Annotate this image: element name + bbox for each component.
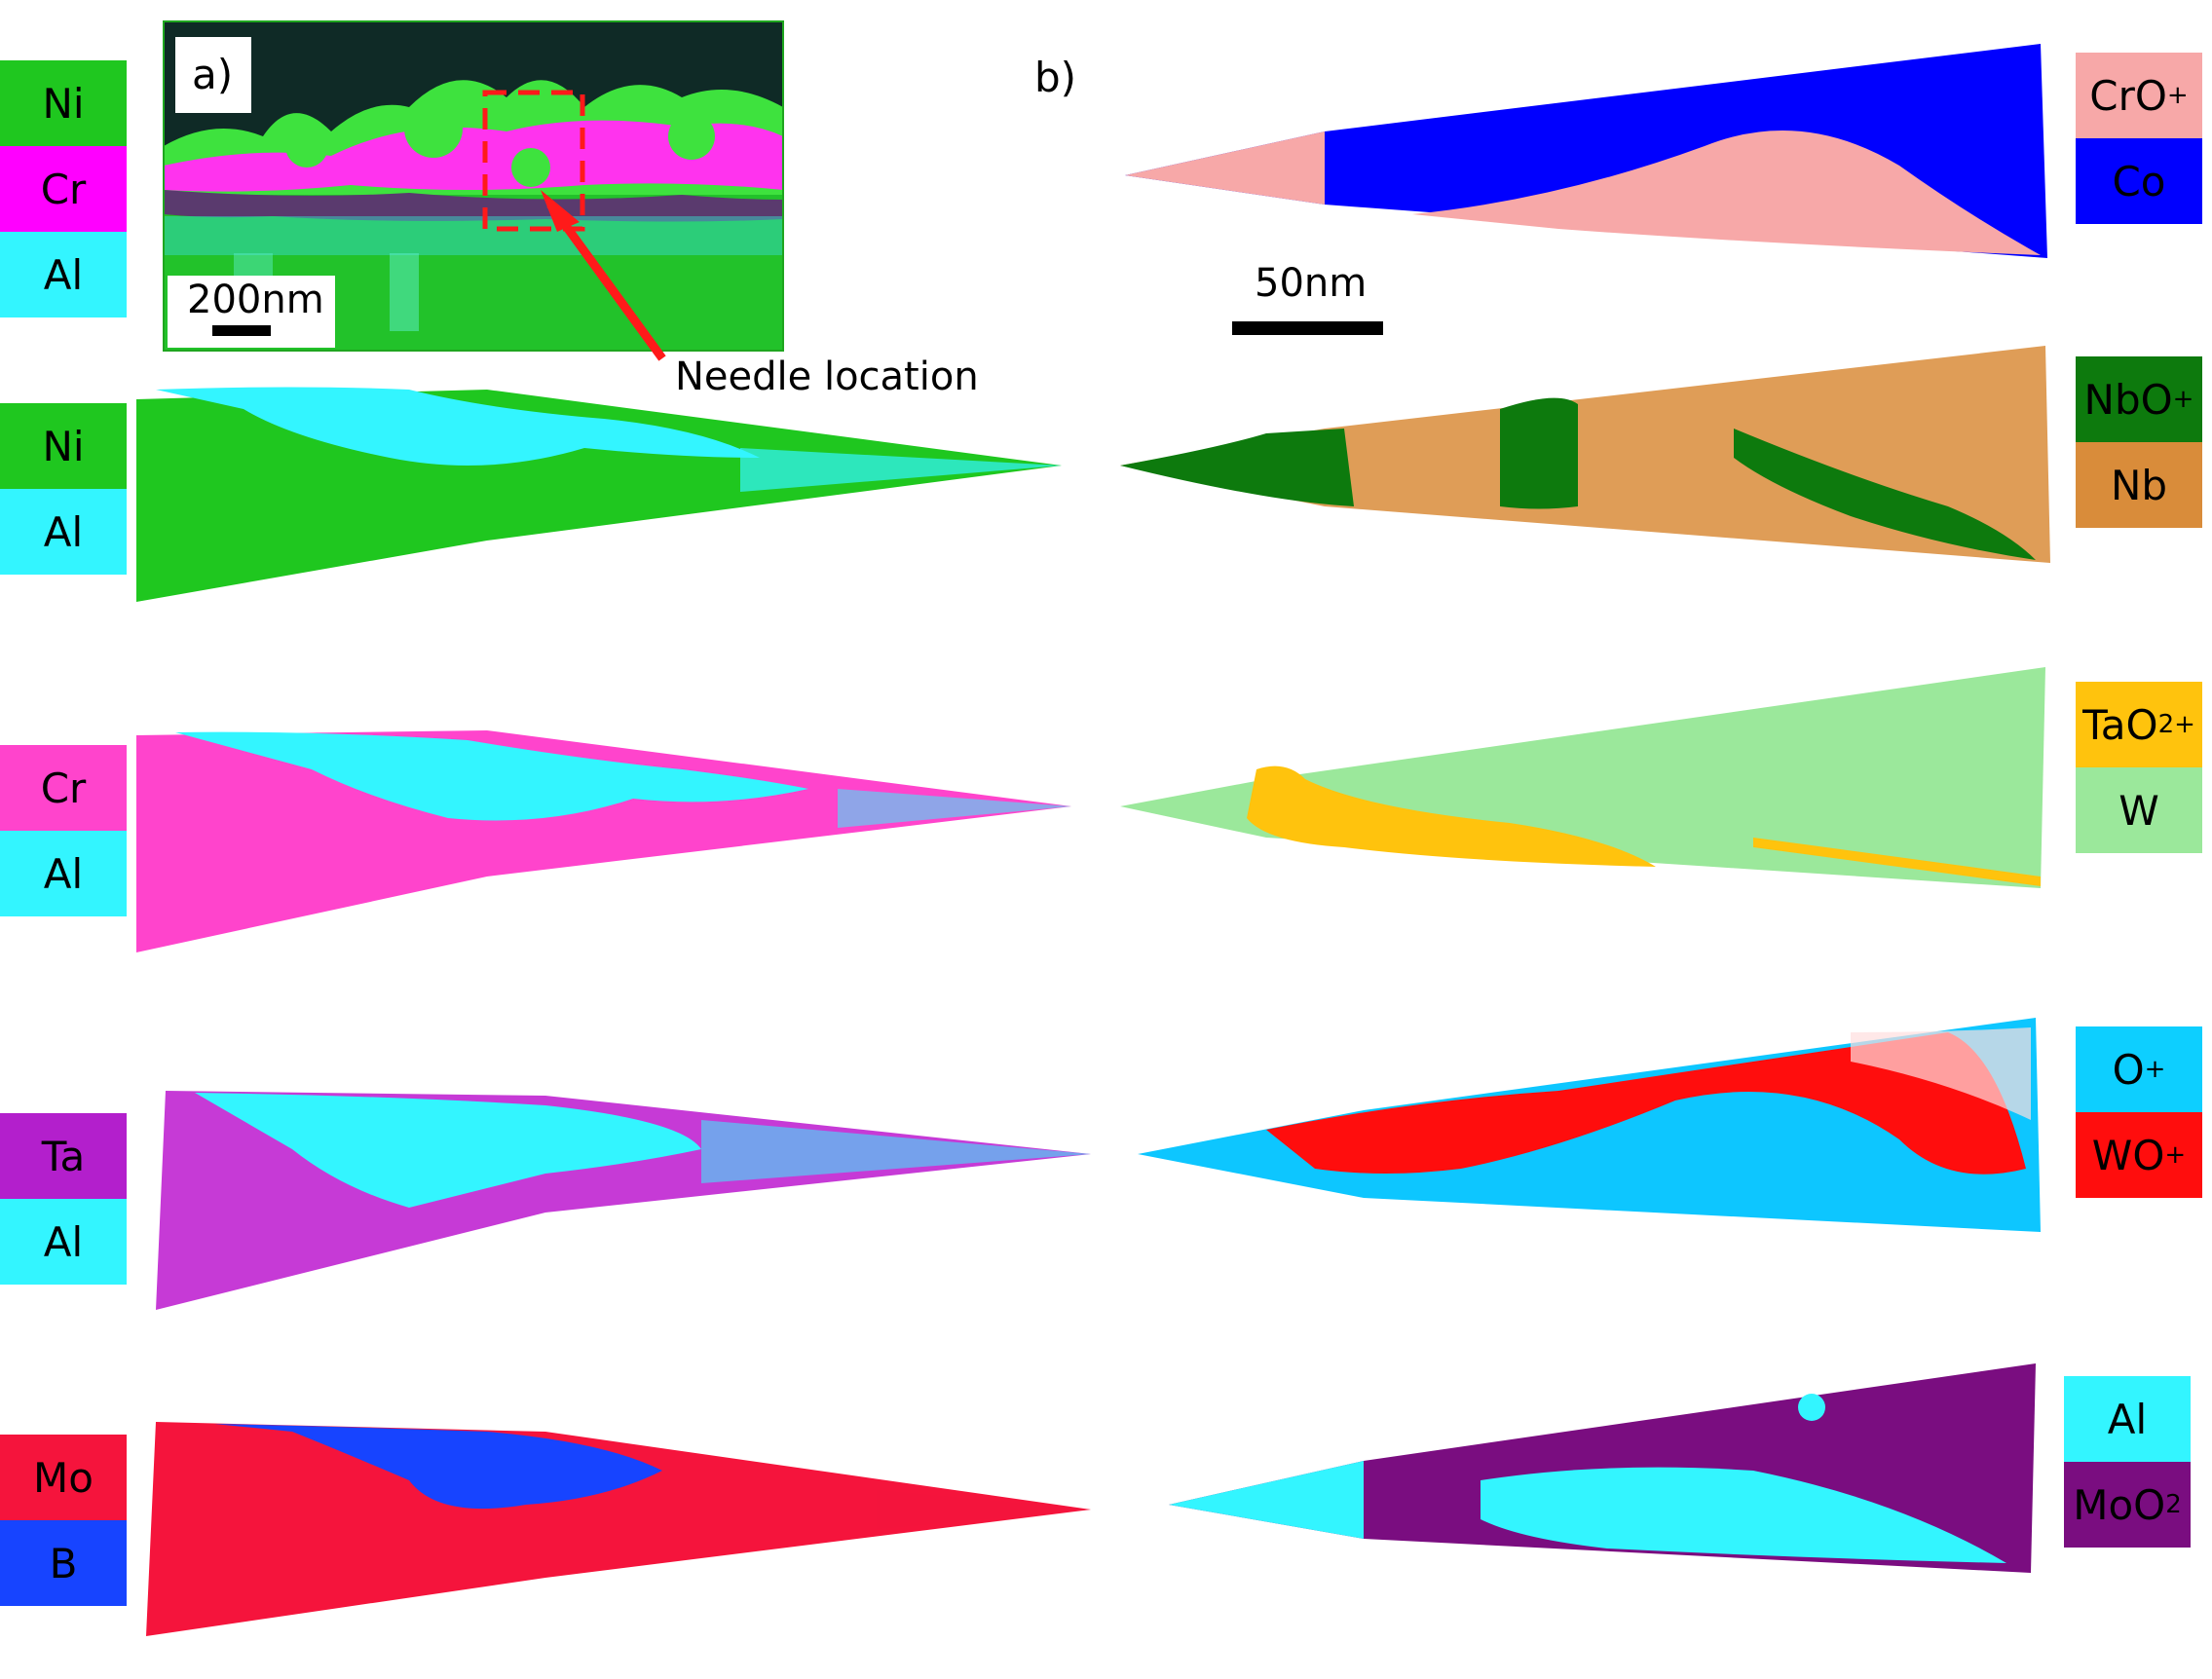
legend-ni: Ni	[0, 403, 127, 489]
legend-al-1: Al	[0, 489, 127, 575]
scalebar-b-label: 50nm	[1255, 261, 1368, 306]
legend-mo: Mo	[0, 1435, 127, 1520]
needle-map-cr-al	[136, 730, 1071, 952]
legend-wo: WO +	[2076, 1112, 2202, 1198]
sem-image	[164, 21, 783, 351]
scalebar-a-bar	[212, 325, 271, 336]
legend-al-right: Al	[2064, 1376, 2191, 1462]
scalebar-b-bar	[1232, 321, 1383, 335]
panel-b-label: b)	[1034, 54, 1077, 101]
panel-a-label: a)	[192, 51, 234, 98]
needle-map-ta-al	[156, 1091, 1091, 1310]
legend-al-2: Al	[0, 831, 127, 916]
sem-image-border	[163, 20, 784, 352]
legend-a-ni: Ni	[0, 60, 127, 146]
needle-map-ni-al	[136, 387, 1062, 602]
needle-arrow-head	[541, 190, 580, 232]
needle-location-box	[482, 90, 585, 232]
scalebar-a-label: 200nm	[187, 278, 324, 322]
needle-location-label: Needle location	[675, 354, 979, 399]
legend-cro: CrO +	[2076, 53, 2202, 138]
needle-map-al-moo2	[1169, 1363, 2036, 1573]
legend-nbo: NbO +	[2076, 356, 2202, 442]
legend-ta: Ta	[0, 1113, 127, 1199]
needle-map-cro-co	[1125, 44, 2047, 258]
legend-nb: Nb	[2076, 442, 2202, 528]
panel-a-label-box	[175, 37, 251, 113]
needle-arrow-line	[546, 202, 666, 361]
legend-b: B	[0, 1520, 127, 1606]
needle-map-tao2-w	[1120, 667, 2045, 888]
legend-tao2: TaO 2 +	[2076, 682, 2202, 767]
legend-a-al: Al	[0, 232, 127, 317]
needle-map-nbo-nb	[1120, 346, 2050, 563]
needle-map-o-wo	[1138, 1018, 2041, 1232]
needle-map-mo-b	[146, 1422, 1091, 1636]
legend-al-3: Al	[0, 1199, 127, 1285]
legend-moo2: MoO 2	[2064, 1462, 2191, 1548]
legend-a-cr: Cr	[0, 146, 127, 232]
legend-cr: Cr	[0, 745, 127, 831]
legend-o: O +	[2076, 1026, 2202, 1112]
legend-co: Co	[2076, 138, 2202, 224]
legend-w: W	[2076, 767, 2202, 853]
